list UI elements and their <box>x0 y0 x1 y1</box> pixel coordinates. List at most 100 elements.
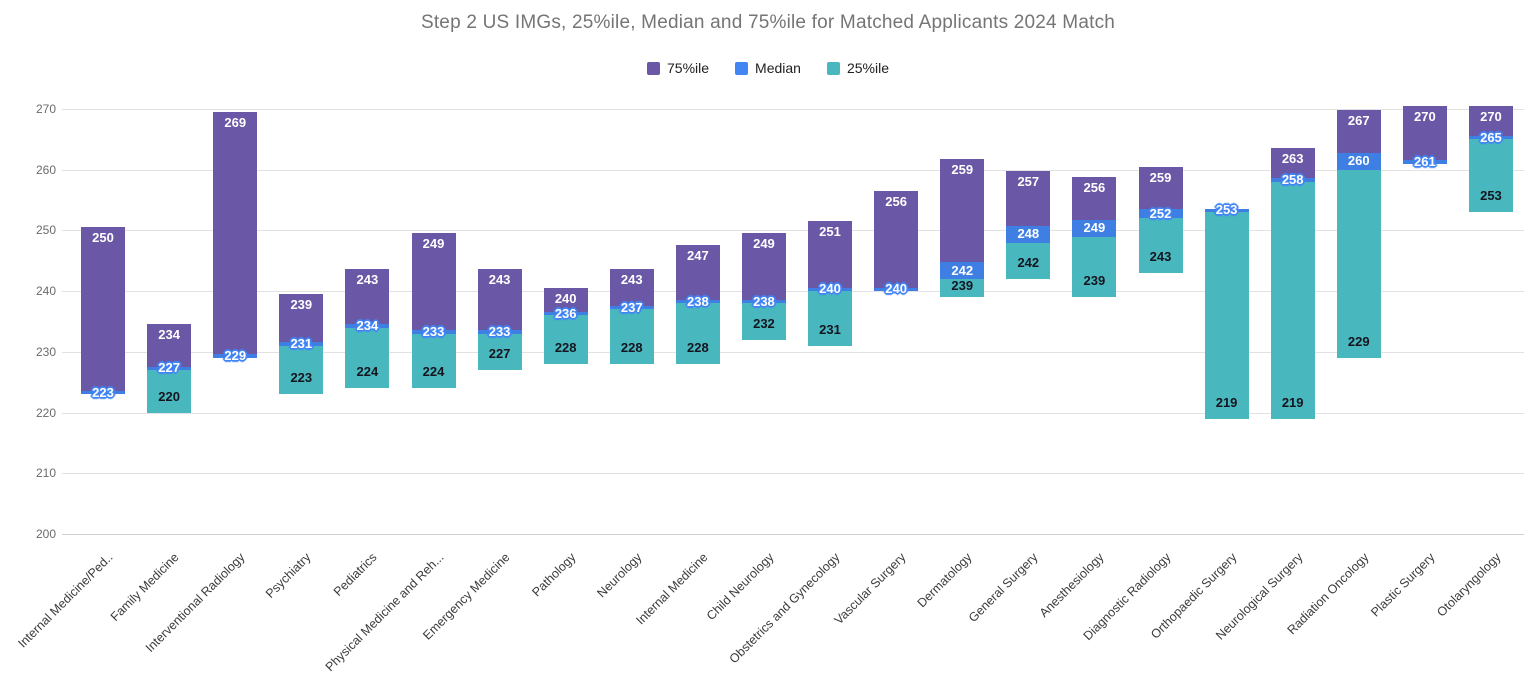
bar-value-label-median: 240 <box>819 281 841 297</box>
bar-median-segment <box>1402 160 1447 164</box>
bar-median-segment <box>1006 225 1051 243</box>
y-axis-tick-label: 260 <box>35 162 56 177</box>
y-axis-tick-label: 250 <box>35 223 56 238</box>
bar-column-2: 269 229 <box>213 0 258 534</box>
bar-25ile-segment <box>1270 181 1315 419</box>
bar-column-14: 242 257 248 <box>1006 0 1051 534</box>
bar-value-label-median: 253 <box>1215 202 1238 218</box>
bar-value-label-median: 237 <box>620 299 643 315</box>
bar-value-label-25ile: 239 <box>951 278 974 293</box>
bar-25ile-segment <box>279 345 324 395</box>
bar-value-label-75ile: 259 <box>1149 169 1172 185</box>
bar-median-segment <box>940 262 985 279</box>
bar-value-label-median: 223 <box>92 384 114 400</box>
bar-value-label-median: 248 <box>1017 226 1040 242</box>
bar-25ile-segment <box>477 333 522 371</box>
y-axis-tick-label: 210 <box>35 466 56 481</box>
bar-75ile-segment <box>1468 105 1513 136</box>
bar-value-label-75ile: 250 <box>92 229 114 245</box>
bar-value-label-75ile: 251 <box>819 223 841 239</box>
bar-column-7: 228 240 236 <box>543 0 588 534</box>
bar-median-segment <box>543 311 588 316</box>
bar-column-8: 228 243 237 <box>609 0 654 534</box>
bar-column-6: 227 243 233 <box>477 0 522 534</box>
bar-median-segment <box>345 324 390 328</box>
bar-25ile-segment <box>741 303 786 340</box>
bar-column-5: 224 249 233 <box>411 0 456 534</box>
bar-median-segment <box>1072 219 1117 237</box>
bar-value-label-75ile: 256 <box>1083 180 1106 195</box>
bar-value-label-25ile: 219 <box>1281 394 1304 410</box>
bar-value-label-75ile: 240 <box>554 290 577 306</box>
bar-column-11: 231 251 240 <box>808 0 853 534</box>
bar-column-10: 232 249 238 <box>741 0 786 534</box>
bar-75ile-segment <box>279 293 324 343</box>
bar-value-label-median: 240 <box>885 281 907 297</box>
bar-value-label-median: 260 <box>1347 153 1370 169</box>
bar-value-label-median: 249 <box>1083 220 1106 235</box>
bar-column-15: 239 256 249 <box>1072 0 1117 534</box>
bar-column-0: 250 223 <box>81 0 126 534</box>
bar-value-label-75ile: 247 <box>687 248 709 264</box>
bar-value-label-75ile: 259 <box>951 161 974 177</box>
gridline-250 <box>62 230 1524 232</box>
bar-25ile-segment <box>808 291 853 346</box>
bar-median-segment <box>147 366 192 371</box>
bar-value-label-75ile: 256 <box>885 193 907 209</box>
legend-label-75ile: 75%ile <box>667 60 710 76</box>
y-axis-tick-label: 220 <box>35 405 56 420</box>
legend-item-median: Median <box>735 60 801 76</box>
bar-25ile-segment <box>345 327 390 389</box>
bar-median-segment <box>741 299 786 304</box>
bar-75ile-segment <box>940 158 985 262</box>
bar-value-label-25ile: 229 <box>1347 333 1370 349</box>
gridline-220 <box>62 412 1524 414</box>
bar-median-segment <box>874 287 919 292</box>
legend-swatch-25ile-icon <box>826 61 840 75</box>
chart-title: Step 2 US IMGs, 25%ile, Median and 75%il… <box>420 12 1116 33</box>
bar-column-3: 223 239 231 <box>279 0 324 534</box>
y-axis-tick-label: 270 <box>35 102 56 116</box>
bar-value-label-median: 252 <box>1149 205 1172 221</box>
bar-value-label-median: 234 <box>356 317 379 333</box>
bar-value-label-75ile: 243 <box>356 272 379 288</box>
bar-value-label-75ile: 249 <box>753 236 775 251</box>
bar-median-segment <box>675 299 720 304</box>
gridline-230 <box>62 351 1524 353</box>
bar-value-label-25ile: 224 <box>422 364 445 380</box>
bar-75ile-segment <box>1138 166 1183 210</box>
bar-value-label-25ile: 228 <box>554 340 577 355</box>
bar-median-segment <box>81 390 126 395</box>
bar-75ile-segment <box>808 220 853 288</box>
bar-value-label-median: 242 <box>951 262 974 278</box>
bar-25ile-segment <box>1138 218 1183 273</box>
bar-75ile-segment <box>1402 105 1447 161</box>
bar-value-label-25ile: 220 <box>158 388 180 404</box>
gridline-260 <box>62 169 1524 171</box>
chart-legend: 75%ile Median 25%ile <box>0 60 1536 76</box>
gridline-270 <box>62 109 1524 110</box>
bar-25ile-segment <box>543 315 588 364</box>
bar-value-label-25ile: 243 <box>1149 248 1172 264</box>
bar-value-label-75ile: 243 <box>488 272 511 288</box>
bar-value-label-25ile: 228 <box>687 340 709 355</box>
legend-label-25ile: 25%ile <box>846 60 889 76</box>
y-axis-tick-label: 200 <box>35 527 56 541</box>
bar-median-segment <box>1468 135 1513 140</box>
bar-value-label-median: 233 <box>488 323 511 339</box>
bar-column-13: 239 259 242 <box>940 0 985 534</box>
gridline-200 <box>62 534 1524 535</box>
bar-value-label-25ile: 227 <box>488 346 511 362</box>
bar-value-label-median: 238 <box>753 293 775 309</box>
bar-25ile-segment <box>1072 236 1117 298</box>
bar-median-segment <box>213 354 258 358</box>
bar-value-label-25ile: 253 <box>1480 188 1502 204</box>
bar-25ile-segment <box>675 303 720 364</box>
bar-25ile-segment <box>1204 212 1249 419</box>
bar-column-12: 256 240 <box>874 0 919 534</box>
bar-median-segment <box>1270 178 1315 182</box>
bar-column-16: 243 259 252 <box>1138 0 1183 534</box>
bar-value-label-75ile: 249 <box>422 236 445 251</box>
legend-label-median: Median <box>755 60 801 76</box>
